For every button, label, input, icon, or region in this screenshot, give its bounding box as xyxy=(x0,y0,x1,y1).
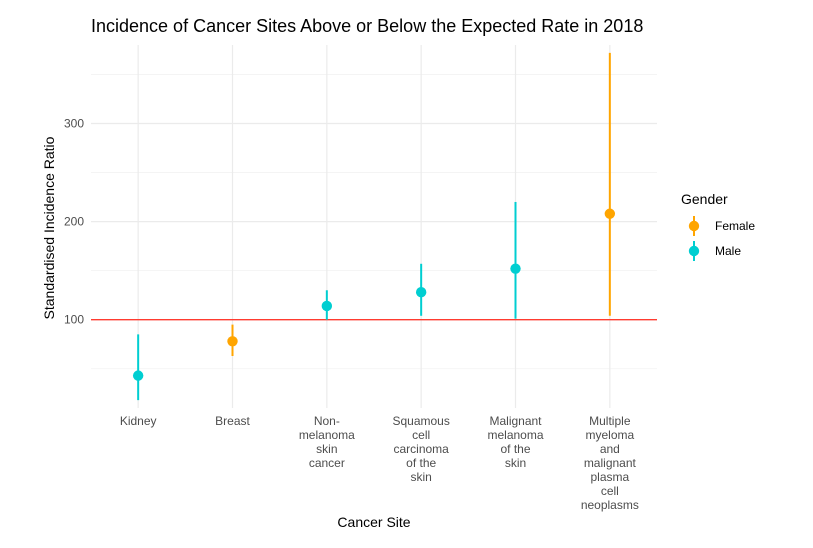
x-tick-label-line: Kidney xyxy=(120,414,157,428)
x-tick-label-line: Multiple xyxy=(589,414,631,428)
x-axis-title: Cancer Site xyxy=(337,514,410,530)
data-point xyxy=(227,336,238,347)
x-tick-label-line: cell xyxy=(412,428,430,442)
x-tick-label-line: carcinoma xyxy=(393,442,449,456)
legend-label: Female xyxy=(715,219,755,233)
data-point xyxy=(604,208,616,219)
x-tick-label-line: of the xyxy=(406,456,436,470)
y-tick-labels: 100 200 300 xyxy=(64,116,84,326)
legend-title: Gender xyxy=(681,191,728,207)
y-tick-label: 200 xyxy=(64,215,84,229)
x-tick-label-line: Breast xyxy=(215,414,250,428)
data-point xyxy=(132,370,144,381)
x-tick-label: Malignant melanoma of the skin xyxy=(487,414,543,470)
x-tick-label-line: plasma xyxy=(590,470,629,484)
x-tick-label-line: melanoma xyxy=(299,428,355,442)
y-tick-label: 100 xyxy=(64,313,84,327)
data-point xyxy=(415,287,427,298)
y-axis-title: Standardised Incidence Ratio xyxy=(41,136,57,319)
x-tick-label: Multiple myeloma and malignant plasma cell neo… xyxy=(581,414,639,512)
legend-key-point xyxy=(688,220,700,232)
data-point xyxy=(510,263,521,274)
x-tick-label-line: and xyxy=(600,442,620,456)
x-tick-labels: Kidney Breast Non-melanoma skin cancerSquamo… xyxy=(120,414,639,512)
x-tick-label-line: Malignant xyxy=(489,414,542,428)
x-tick-label-line: of the xyxy=(500,442,530,456)
x-tick-label-line: skin xyxy=(505,456,526,470)
x-tick-label: Breast xyxy=(215,414,250,428)
legend: Gender Female Male xyxy=(681,191,755,261)
data-marks xyxy=(132,52,616,401)
chart-title: Incidence of Cancer Sites Above or Below… xyxy=(91,16,643,36)
legend-key-point xyxy=(688,245,700,257)
x-tick-label-line: malignant xyxy=(584,456,637,470)
x-tick-label: Kidney xyxy=(120,414,157,428)
legend-label: Male xyxy=(715,244,741,258)
x-tick-label-line: cancer xyxy=(309,456,345,470)
x-tick-label: Non-melanoma skin cancer xyxy=(299,414,355,470)
x-tick-label: Squamous cell carcinoma of the skin xyxy=(392,414,449,484)
x-tick-label-line: skin xyxy=(410,470,431,484)
data-point xyxy=(321,300,333,312)
x-tick-label-line: Non- xyxy=(314,414,340,428)
x-tick-label-line: cell xyxy=(601,484,619,498)
y-tick-label: 300 xyxy=(64,116,84,130)
x-tick-label-line: myeloma xyxy=(585,428,634,442)
x-tick-label-line: Squamous xyxy=(392,414,449,428)
x-tick-label-line: skin xyxy=(316,442,337,456)
x-tick-label-line: neoplasms xyxy=(581,498,639,512)
grid xyxy=(91,45,657,408)
x-tick-label-line: melanoma xyxy=(487,428,543,442)
